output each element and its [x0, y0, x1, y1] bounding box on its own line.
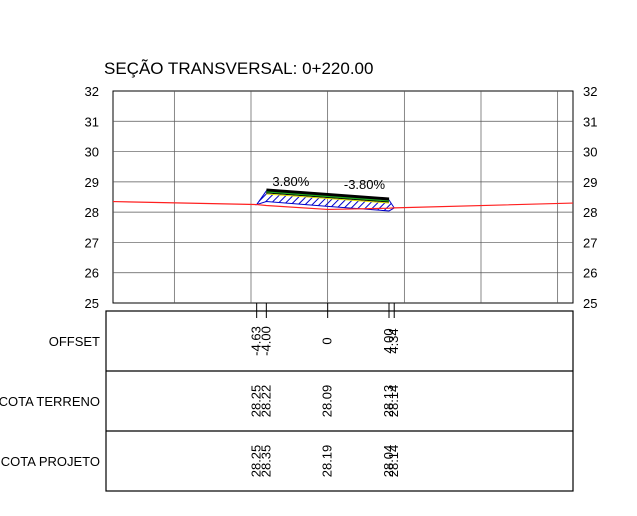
- y-tick-left: 29: [85, 175, 99, 190]
- table-cell: 28.14: [386, 445, 401, 478]
- y-axis-right: 25 26 27 28 29 30 31 32: [583, 84, 597, 311]
- y-tick-left: 30: [85, 145, 99, 160]
- pavement-base: [266, 193, 390, 204]
- y-tick-right: 28: [583, 205, 597, 220]
- y-tick-left: 31: [85, 114, 99, 129]
- y-tick-left: 32: [85, 84, 99, 99]
- table-cell: 28.13: [381, 385, 396, 418]
- pavement-top: [266, 188, 390, 203]
- table-cell: 28.25: [249, 445, 264, 478]
- y-tick-right: 25: [583, 296, 597, 311]
- y-tick-right: 31: [583, 114, 597, 129]
- table-cell: 0: [320, 337, 335, 344]
- y-tick-right: 30: [583, 145, 597, 160]
- y-tick-right: 27: [583, 235, 597, 250]
- data-table: OFFSET -4.63-4.00 0 4.004.34 COTA TERRENO 28.…: [0, 303, 574, 492]
- table-cell: 28.35: [258, 445, 273, 478]
- table-row-label: COTA TERRENO: [0, 394, 100, 409]
- y-tick-left: 27: [85, 235, 99, 250]
- table-frame: [105, 310, 574, 492]
- table-cell: 28.04: [381, 445, 396, 478]
- table-cell: 28.25: [249, 385, 264, 418]
- y-tick-left: 26: [85, 266, 99, 281]
- y-tick-right: 26: [583, 266, 597, 281]
- table-row-label: OFFSET: [49, 334, 100, 349]
- slope-label: -3.80%: [344, 177, 386, 192]
- y-axis-left: 25 26 27 28 29 30 31 32: [85, 84, 99, 311]
- table-cell: 4.34: [386, 328, 401, 353]
- grid-lines: [112, 90, 574, 304]
- chart-title: SEÇÃO TRANSVERSAL: 0+220.00: [104, 59, 373, 78]
- table-cell: -4.63: [249, 326, 264, 356]
- plot-area: 3.80% -3.80%: [112, 174, 574, 212]
- table-cell: 28.14: [386, 385, 401, 418]
- table-cell: 28.09: [320, 385, 335, 418]
- table-cell: 4.00: [381, 328, 396, 353]
- slope-label: 3.80%: [272, 174, 309, 189]
- y-tick-right: 29: [583, 175, 597, 190]
- y-tick-right: 32: [583, 84, 597, 99]
- terrain-line: [112, 200, 574, 211]
- table-row-label: COTA PROJETO: [1, 454, 100, 469]
- y-tick-left: 28: [85, 205, 99, 220]
- y-tick-left: 25: [85, 296, 99, 311]
- table-cell: 28.19: [320, 445, 335, 478]
- table-cell: -4.00: [258, 326, 273, 356]
- table-cell: 28.22: [258, 385, 273, 418]
- pavement-axis: [266, 191, 390, 202]
- plot-frame: [112, 90, 574, 304]
